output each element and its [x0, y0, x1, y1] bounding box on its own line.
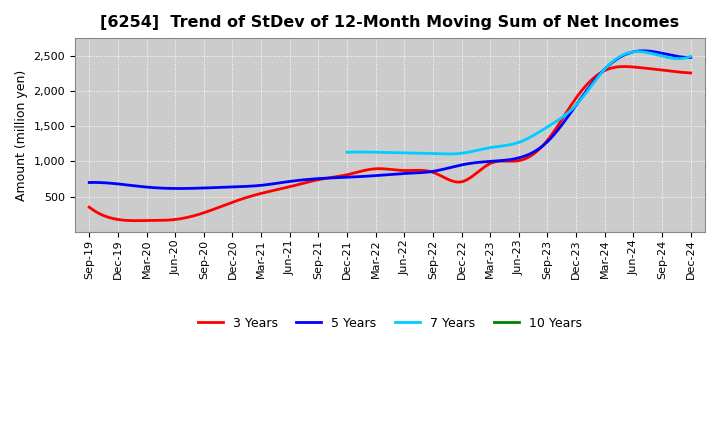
Legend: 3 Years, 5 Years, 7 Years, 10 Years: 3 Years, 5 Years, 7 Years, 10 Years	[193, 312, 588, 335]
Title: [6254]  Trend of StDev of 12-Month Moving Sum of Net Incomes: [6254] Trend of StDev of 12-Month Moving…	[100, 15, 680, 30]
Y-axis label: Amount (million yen): Amount (million yen)	[15, 70, 28, 201]
